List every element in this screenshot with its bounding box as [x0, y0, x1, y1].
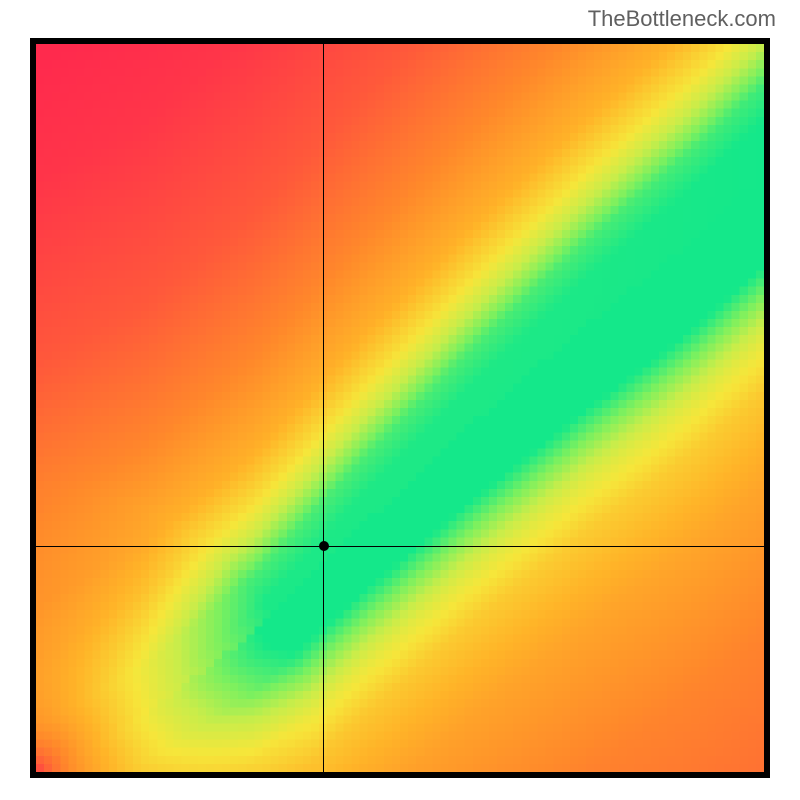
crosshair-marker: [319, 541, 329, 551]
plot-area: [36, 44, 764, 772]
crosshair-horizontal: [36, 546, 764, 547]
watermark-text: TheBottleneck.com: [588, 6, 776, 32]
heatmap-canvas: [36, 44, 764, 772]
crosshair-vertical: [323, 44, 324, 772]
root: TheBottleneck.com: [0, 0, 800, 800]
